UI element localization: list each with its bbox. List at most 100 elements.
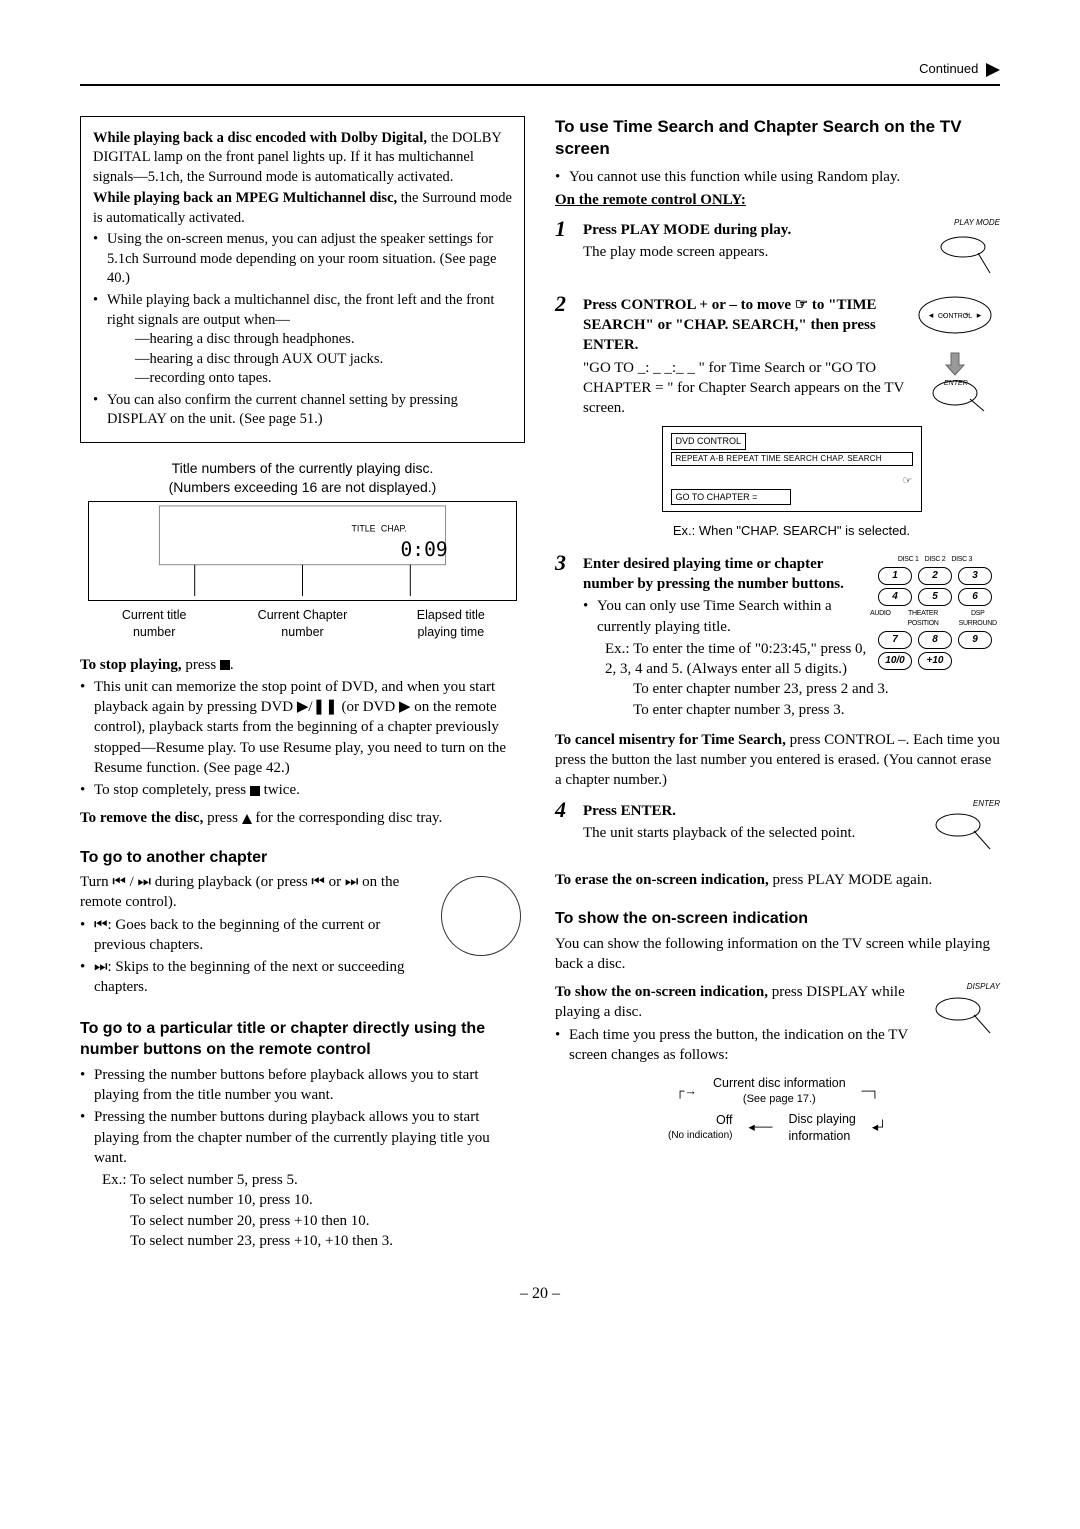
box-sub-c: —recording onto tapes. (107, 369, 512, 389)
diagram-labels: Current title number Current Chapter num… (80, 607, 525, 641)
on-rc-only: On the remote control ONLY: (555, 192, 746, 208)
osd-row3: GO TO CHAPTER = (671, 489, 791, 505)
diag-label-a: Current title number (80, 607, 228, 641)
enter-label: ENTER (928, 799, 1000, 810)
title-ex2: To select number 10, press 10. (130, 1192, 313, 1208)
continued-arrow-icon (986, 63, 1000, 77)
dolby-note-box: While playing back a disc encoded with D… (80, 116, 525, 443)
osd-box: DVD CONTROL REPEAT A-B REPEAT TIME SEARC… (662, 426, 922, 512)
svg-text:▸: ▸ (977, 310, 982, 320)
box-bullet-1: Using the on-screen menus, you can adjus… (93, 230, 512, 289)
svg-text:−: − (940, 310, 945, 320)
stop-bullet-1: This unit can memorize the stop point of… (80, 677, 525, 778)
show-heading: To show the on-screen indication (555, 908, 1000, 930)
step-1-num: 1 (555, 218, 575, 285)
display-diagram: TITLE CHAP. 0:09 (88, 501, 517, 601)
osd-tab: DVD CONTROL (671, 433, 747, 449)
box-sub-a: —hearing a disc through headphones. (107, 330, 512, 350)
s3-ex-lead: Ex.: (605, 641, 630, 657)
flow-top-sub: (See page 17.) (713, 1092, 846, 1107)
show-lead: To show the on-screen indication, (555, 984, 768, 1000)
stop-after: . (230, 657, 234, 673)
erase-lead: To erase the on-screen indication, (555, 872, 769, 888)
chap-b1-lead: ⏮: (94, 917, 112, 933)
continued-indicator: Continued (80, 60, 1000, 78)
osd-row2: REPEAT A-B REPEAT TIME SEARCH CHAP. SEAR… (671, 452, 913, 467)
box-bullet-2-text: While playing back a multichannel disc, … (107, 292, 494, 328)
erase-rest: press PLAY MODE again. (769, 872, 932, 888)
title-heading: To go to a particular title or chapter d… (80, 1018, 525, 1061)
stop-icon-2 (250, 786, 260, 796)
dolby-lead: While playing back a disc encoded with D… (93, 130, 427, 146)
right-column: To use Time Search and Chapter Search on… (555, 116, 1000, 1254)
svg-text:0:09: 0:09 (401, 538, 448, 561)
left-column: While playing back a disc encoded with D… (80, 116, 525, 1254)
mpeg-lead: While playing back an MPEG Multichannel … (93, 190, 397, 206)
flow-left: Off (668, 1112, 732, 1129)
stop-lead: To stop playing, (80, 657, 182, 673)
s3-ex2: To enter chapter number 23, press 2 and … (633, 681, 889, 697)
chap-b2-lead: ⏭: (94, 959, 112, 975)
flow-diagram: ┌→ Current disc information (See page 17… (555, 1075, 1000, 1144)
flow-right: Disc playing information (788, 1111, 855, 1145)
step-1: 1 PLAY MODE Press PLAY MODE during play.… (555, 218, 1000, 285)
display-label: DISPLAY (928, 982, 1000, 993)
step-2: 2 CONTROL ◂ ▸ − + ENTER (555, 293, 1000, 544)
step-3: 3 DISC 1DISC 2DISC 3 123 456 AUDIOTHEATE… (555, 552, 1000, 720)
svg-text:CHAP.: CHAP. (381, 523, 407, 533)
title-b2-text: Pressing the number buttons during playb… (94, 1109, 490, 1166)
title-ex1: To select number 5, press 5. (130, 1172, 298, 1188)
flow-left-sub: (No indication) (668, 1129, 732, 1143)
cancel-lead: To cancel misentry for Time Search, (555, 732, 786, 748)
diag-label-b: Current Chapter number (228, 607, 376, 641)
title-b2: Pressing the number buttons during playb… (80, 1107, 525, 1251)
box-bullet-3: You can also confirm the current channel… (93, 391, 512, 430)
remove-lead: To remove the disc, (80, 810, 203, 826)
play-mode-button-illus: PLAY MODE (928, 218, 1000, 285)
title-b1: Pressing the number buttons before playb… (80, 1065, 525, 1106)
diagram-caption: Title numbers of the currently playing d… (80, 459, 525, 497)
chap-b2: ⏭: Skips to the beginning of the next or… (80, 957, 525, 998)
title-ex4: To select number 23, press +10, +10 then… (130, 1233, 393, 1249)
show-b1: Each time you press the button, the indi… (555, 1025, 1000, 1066)
time-b1: You cannot use this function while using… (555, 167, 1000, 187)
title-ex3: To select number 20, press +10 then 10. (130, 1213, 369, 1229)
box-bullet-2: While playing back a multichannel disc, … (93, 291, 512, 389)
time-search-heading: To use Time Search and Chapter Search on… (555, 116, 1000, 162)
play-mode-label: PLAY MODE (928, 218, 1000, 229)
continued-text: Continued (919, 61, 978, 76)
title-ex-lead: Ex.: (102, 1172, 127, 1188)
step-3-num: 3 (555, 552, 575, 720)
display-svg: TITLE CHAP. 0:09 (89, 502, 516, 600)
osd-caption: Ex.: When "CHAP. SEARCH" is selected. (583, 522, 1000, 540)
s3-ex1: To enter the time of "0:23:45," press 0,… (605, 641, 866, 677)
stop-bullet-2: To stop completely, press twice. (80, 780, 525, 800)
stop-b2-end: twice. (260, 782, 300, 798)
stop-icon (220, 660, 230, 670)
svg-text:TITLE: TITLE (352, 523, 376, 533)
eject-icon (242, 814, 252, 824)
box-sub-b: —hearing a disc through AUX OUT jacks. (107, 350, 512, 370)
chap-b1: ⏮: Goes back to the beginning of the cur… (80, 915, 525, 956)
step-4-num: 4 (555, 799, 575, 860)
chap-b1-text: Goes back to the beginning of the curren… (94, 917, 380, 953)
step-4: 4 ENTER Press ENTER. The unit starts pla… (555, 799, 1000, 860)
stop-b2-text: To stop completely, press (94, 782, 250, 798)
flow-top: Current disc information (713, 1075, 846, 1092)
remove-rest: press (203, 810, 241, 826)
enter-button-illus: ENTER (928, 799, 1000, 860)
s3-b1: You can only use Time Search within a cu… (583, 596, 1000, 637)
show-p: You can show the following information o… (555, 934, 1000, 975)
remove-end: for the corresponding disc tray. (252, 810, 443, 826)
chapter-heading: To go to another chapter (80, 847, 525, 869)
page-number: – 20 – (80, 1283, 1000, 1305)
step-2-num: 2 (555, 293, 575, 544)
chap-b2-text: Skips to the beginning of the next or su… (94, 959, 405, 995)
s3-ex3: To enter chapter number 3, press 3. (633, 702, 844, 718)
svg-text:+: + (964, 310, 969, 320)
svg-text:◂: ◂ (929, 310, 934, 320)
top-rule (80, 84, 1000, 86)
control-enter-illus: CONTROL ◂ ▸ − + ENTER (912, 293, 1000, 419)
stop-rest: press (182, 657, 220, 673)
diag-label-c: Elapsed title playing time (377, 607, 525, 641)
